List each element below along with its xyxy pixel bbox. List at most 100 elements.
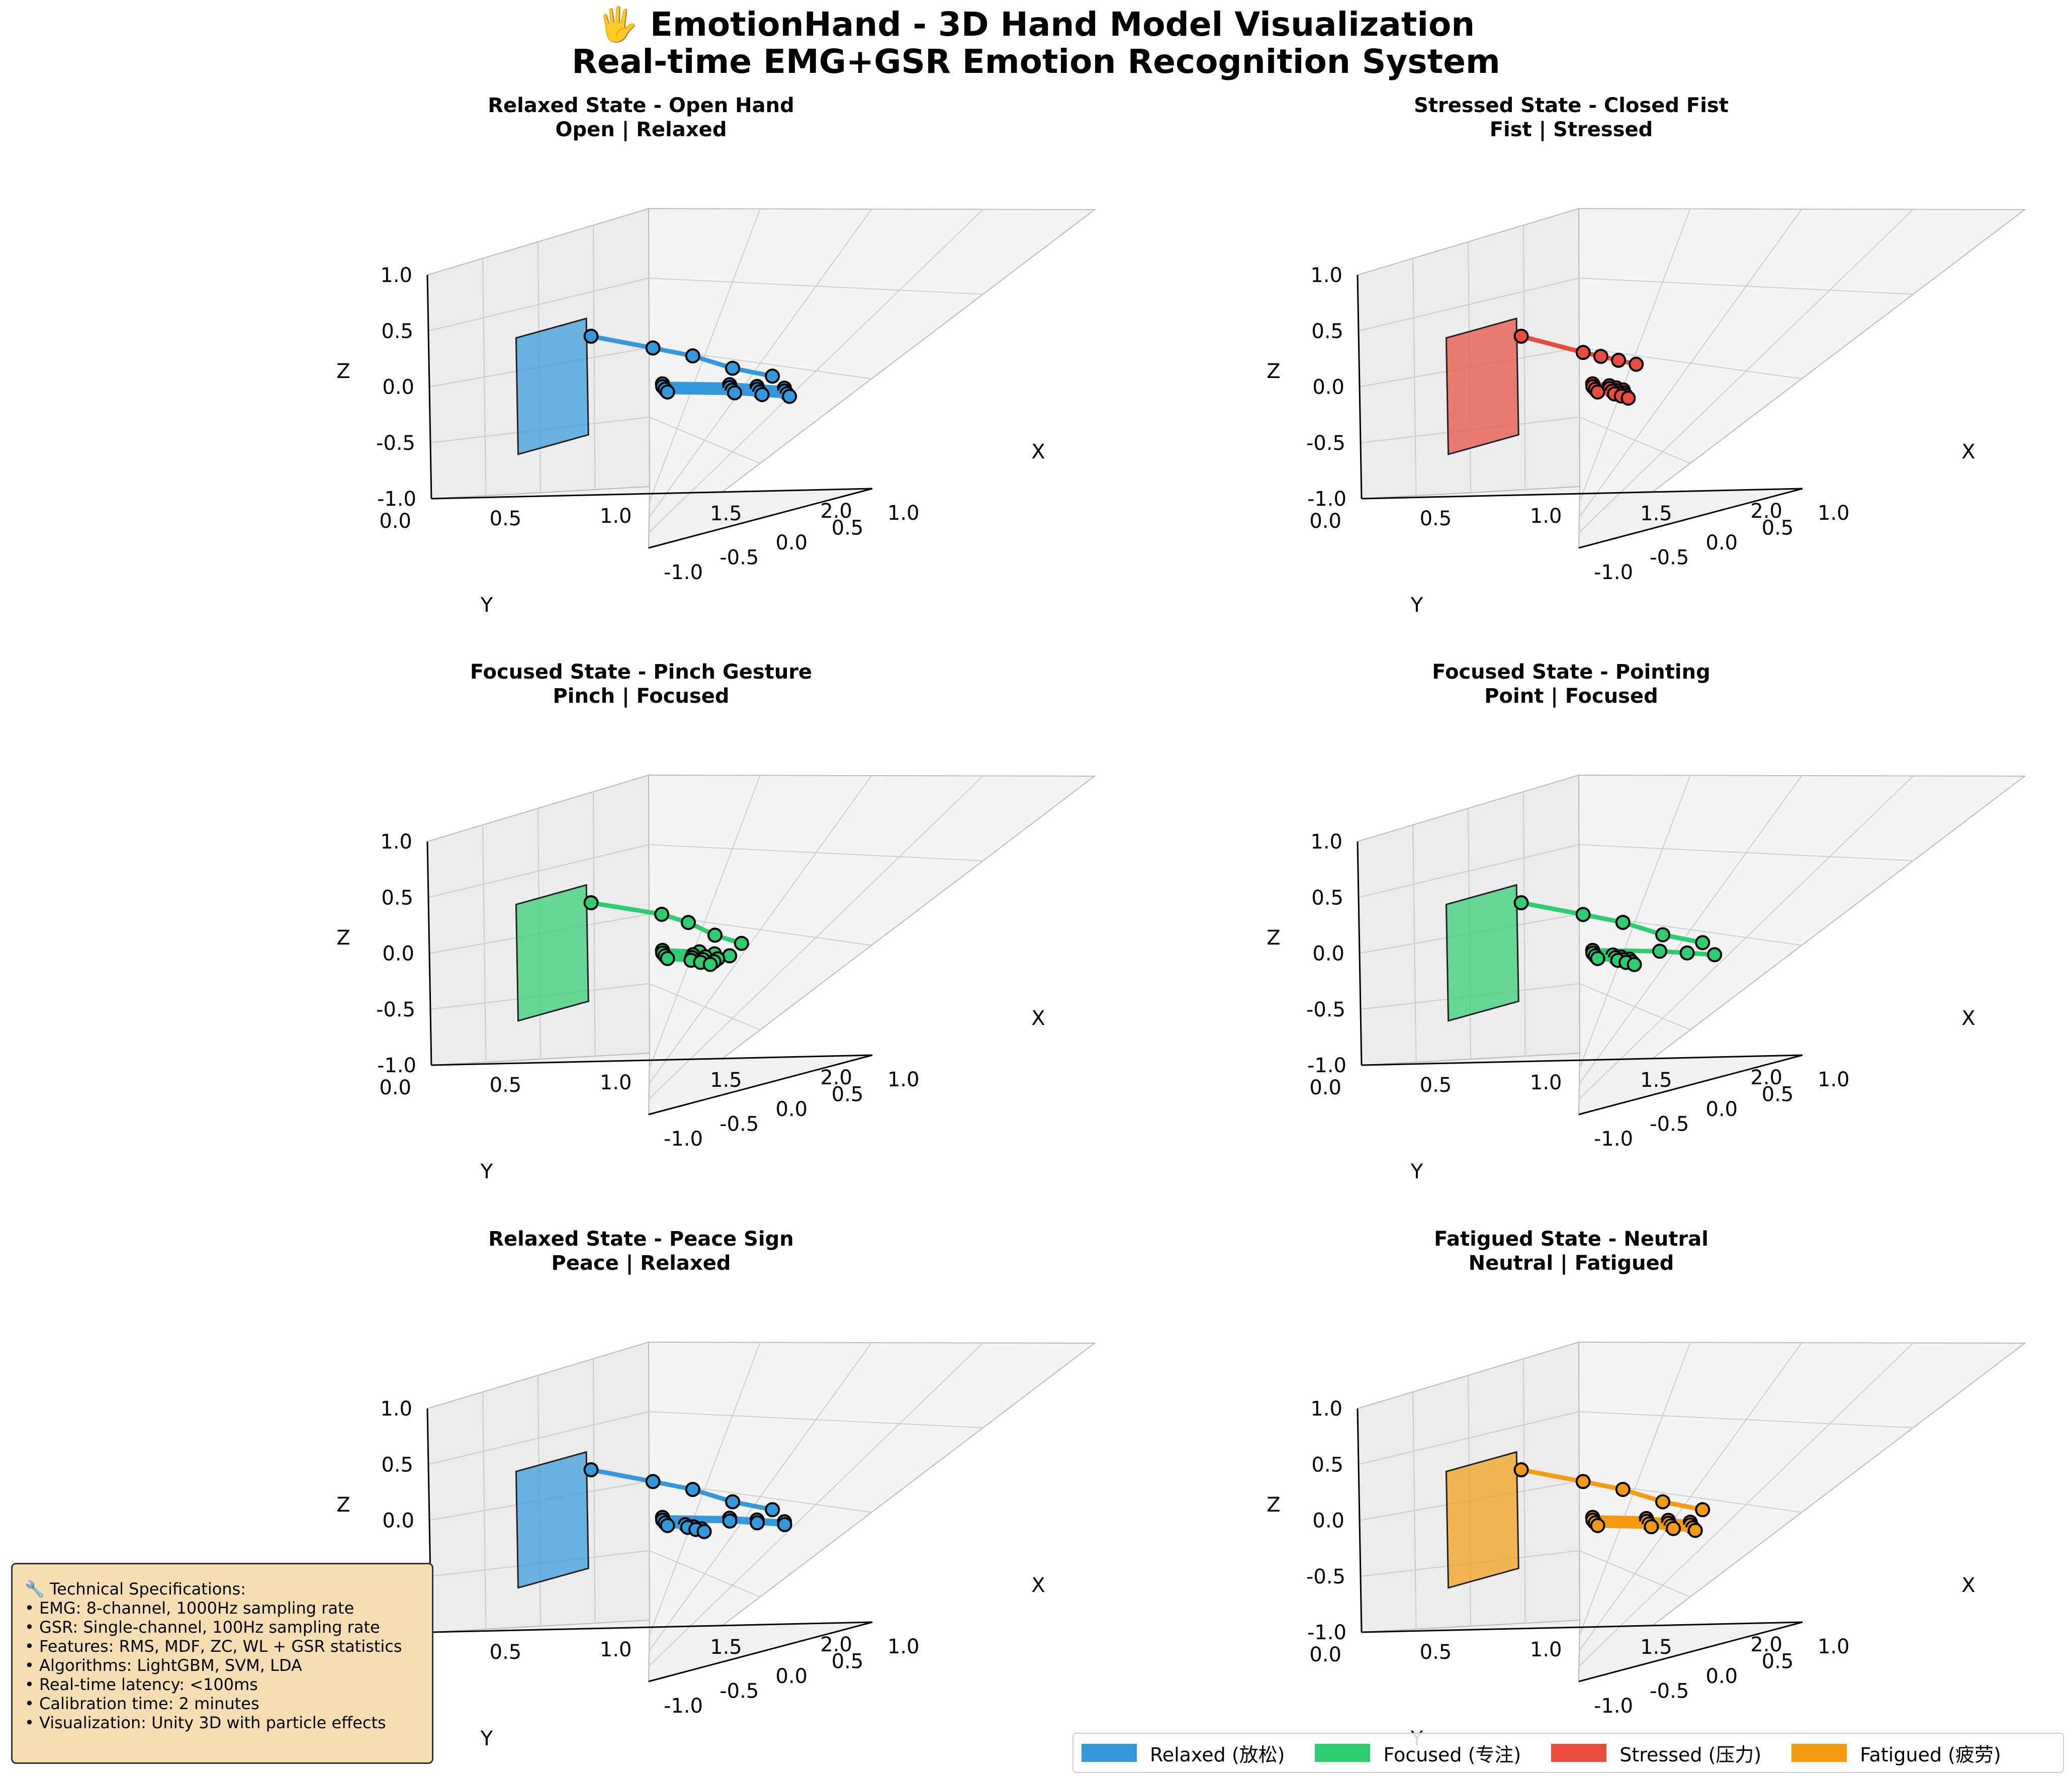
- joint-point: [1655, 1494, 1671, 1510]
- grid-line: [430, 416, 761, 464]
- specs-line-7: • Visualization: Unity 3D with particle …: [25, 1713, 386, 1732]
- y-axis-label: Y: [480, 594, 493, 617]
- specs-line-3: • Features: RMS, MDF, ZC, WL + GSR stati…: [25, 1637, 402, 1656]
- y-axis-line: [1361, 488, 1803, 500]
- y-axis-line: [1361, 1621, 1803, 1633]
- y-axis-line: [1361, 1054, 1803, 1066]
- panel-6-subtitle: Neutral | Fatigued: [1468, 1252, 1674, 1275]
- y-tick-label: 0.0: [1309, 510, 1341, 533]
- joint-point: [1679, 945, 1695, 961]
- grid-line: [1360, 983, 1691, 1030]
- x-tick-label: -0.5: [1650, 1113, 1689, 1136]
- joint-point: [660, 951, 675, 966]
- joint-point: [1575, 907, 1591, 922]
- joint-point: [734, 935, 749, 951]
- grid-line: [648, 209, 983, 533]
- joint-point: [645, 1474, 661, 1489]
- panel-2-subtitle: Fist | Stressed: [1489, 118, 1653, 141]
- palm-plane: [1445, 317, 1519, 455]
- joint-point: [1513, 895, 1529, 910]
- joint-point: [1707, 947, 1723, 963]
- x-tick-label: 0.5: [1762, 1083, 1794, 1106]
- x-tick-label: -1.0: [1594, 561, 1633, 584]
- figure-title-line2: Real-time EMG+GSR Emotion Recognition Sy…: [572, 42, 1500, 81]
- x-axis-label: X: [1031, 1007, 1045, 1030]
- x-axis-line: [1578, 1621, 1803, 1682]
- panel-title-5: Relaxed State - Peace Sign Peace | Relax…: [264, 1227, 1018, 1275]
- x-tick-label: -0.5: [719, 1680, 759, 1703]
- z-tick-label: 1.0: [380, 830, 412, 854]
- joint-point: [1666, 1521, 1681, 1536]
- z-axis-label: Z: [1267, 360, 1280, 383]
- z-tick-label: 0.0: [382, 943, 414, 966]
- joint-point: [583, 328, 599, 344]
- joint-point: [1687, 1523, 1703, 1538]
- grid-line: [1523, 1358, 1526, 1624]
- y-tick-label: 2.0: [1750, 1066, 1782, 1089]
- joint-point: [660, 384, 675, 400]
- x-tick-label: 0.5: [1762, 517, 1794, 540]
- grid-line: [1523, 225, 1526, 490]
- joint-point: [681, 915, 696, 930]
- joint-point: [1652, 944, 1668, 959]
- y-axis-label: Y: [1410, 1160, 1423, 1183]
- z-tick-label: 0.0: [382, 1510, 414, 1533]
- z-tick-label: -0.5: [376, 998, 415, 1021]
- y-tick-label: 1.0: [600, 505, 632, 528]
- x-tick-label: 0.0: [776, 531, 808, 554]
- y-tick-label: 1.0: [1530, 1071, 1562, 1094]
- y-tick-label: 0.5: [490, 1641, 522, 1664]
- legend-swatch-relaxed: [1082, 1744, 1137, 1762]
- joint-point: [702, 957, 718, 972]
- x-tick-label: 1.0: [887, 1068, 920, 1091]
- joint-point: [1615, 1481, 1631, 1497]
- panel-5-axes: -1.00.01.0-0.50.50.50.01.00.00.51.5-0.51…: [336, 1341, 1096, 1750]
- palm-plane: [1445, 884, 1519, 1022]
- panel-title-1: Relaxed State - Open Hand Open | Relaxed: [264, 93, 1018, 142]
- joint-point: [1620, 391, 1636, 406]
- joint-point: [660, 1518, 675, 1533]
- panel-6-axes: -1.00.0 1.0-0.50.5 0.50.01.00.00.51.5-0.51…: [1267, 1341, 2026, 1750]
- joint-point: [1629, 356, 1644, 372]
- joint-point: [1513, 1462, 1529, 1477]
- z-axis-line: [426, 841, 432, 1066]
- grid-line: [1360, 416, 1691, 464]
- grid-line: [428, 277, 983, 332]
- x-axis-line: [1578, 1054, 1803, 1115]
- y-tick-label: 1.5: [1640, 1636, 1672, 1659]
- z-axis-label: Z: [336, 926, 350, 950]
- grid-line: [1360, 1550, 1691, 1598]
- finger-bone: [665, 387, 787, 396]
- finger-bone: [1595, 1521, 1693, 1530]
- emotion-legend: Relaxed (放松) Focused (专注) Stressed (压力) …: [1072, 1733, 2064, 1773]
- z-tick-label: -0.5: [1306, 1565, 1345, 1588]
- joint-point: [707, 927, 723, 943]
- finger-bone: [1592, 948, 1715, 957]
- x-tick-label: 1.0: [887, 1635, 920, 1658]
- joint-point: [696, 1524, 712, 1539]
- x-tick-label: -0.5: [719, 1113, 759, 1136]
- z-axis-label: Z: [336, 1493, 350, 1517]
- x-tick-label: 1.0: [887, 502, 920, 525]
- joint-point: [1695, 935, 1710, 951]
- grid-line: [430, 983, 761, 1030]
- y-tick-label: 0.0: [379, 510, 411, 533]
- y-tick-label: 1.5: [710, 502, 742, 525]
- figure-title: 🖐 EmotionHand - 3D Hand Model Visualizat…: [0, 6, 2072, 80]
- grid-line: [428, 844, 983, 898]
- x-axis-label: X: [1961, 1007, 1975, 1030]
- finger-bone: [1592, 1515, 1691, 1525]
- y-tick-label: 2.0: [1750, 1633, 1782, 1656]
- x-axis-line: [648, 488, 873, 549]
- x-tick-label: 1.0: [1818, 1068, 1850, 1091]
- z-tick-label: -0.5: [1306, 998, 1345, 1021]
- y-tick-label: 0.5: [1420, 1074, 1452, 1097]
- y-tick-label: 2.0: [1750, 500, 1782, 523]
- joint-point: [1590, 1518, 1605, 1533]
- z-tick-label: -1.0: [1307, 1054, 1346, 1077]
- grid-line: [430, 1550, 761, 1598]
- z-tick-label: 1.0: [1310, 830, 1342, 854]
- panel-4-axes: -1.00.0 1.0-0.50.5 0.50.01.00.00.51.5-0.51…: [1267, 774, 2026, 1183]
- y-tick-label: 1.5: [1640, 502, 1672, 525]
- x-tick-label: -1.0: [664, 1128, 703, 1151]
